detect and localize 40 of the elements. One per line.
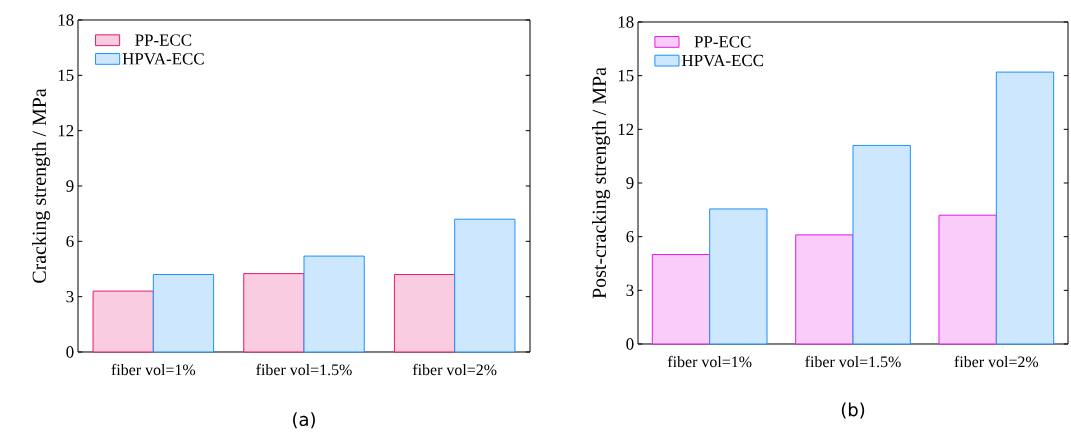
x-tick-label: fiber vol=2%	[954, 356, 1039, 368]
y-tick-label: 6	[66, 235, 74, 248]
y-tick-label: 12	[58, 125, 74, 137]
y-tick-label: 15	[58, 69, 74, 82]
text: (b)	[841, 402, 865, 419]
bar	[393, 274, 456, 353]
bar	[454, 218, 516, 353]
y-tick-label: 6	[626, 231, 634, 243]
y-tick-label: 3	[626, 284, 634, 297]
y-tick-label: 9	[66, 180, 74, 192]
y-tick-label: 18	[618, 16, 634, 28]
bar	[938, 214, 997, 345]
y-axis-title: Cracking strength / MPa	[31, 88, 51, 284]
x-tick-label: fiber vol=1%	[111, 364, 196, 376]
legend-label: PP-ECC	[135, 34, 192, 47]
x-tick-label: fiber vol=1.5%	[256, 364, 352, 376]
bar	[303, 255, 365, 353]
x-tick-label: fiber vol=1%	[667, 356, 752, 368]
bar	[152, 274, 215, 353]
legend-label: HPVA-ECC	[681, 55, 764, 67]
bar	[795, 234, 854, 345]
y-tick-label: 0	[626, 338, 634, 350]
bar	[709, 208, 768, 345]
bar	[243, 273, 305, 353]
y-tick-label: 12	[618, 123, 634, 136]
y-tick-label: 9	[626, 177, 634, 189]
y-tick-label: 3	[66, 291, 74, 303]
legend-label: PP-ECC	[694, 36, 751, 48]
y-tick-label: 15	[618, 70, 634, 82]
y-axis-title: Post-cracking strength / MPa	[591, 67, 611, 299]
text: (a)	[293, 412, 315, 429]
x-tick-label: fiber vol=1.5%	[805, 356, 901, 368]
bar	[995, 71, 1055, 345]
y-tick-label: 0	[66, 346, 74, 358]
bar	[852, 145, 911, 345]
bar	[651, 254, 711, 345]
bar	[92, 290, 154, 353]
x-tick-label: fiber vol=2%	[412, 364, 497, 376]
y-tick-label: 18	[58, 14, 74, 26]
legend-label: HPVA-ECC	[122, 53, 204, 65]
